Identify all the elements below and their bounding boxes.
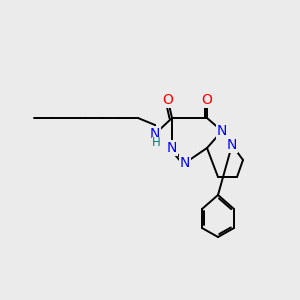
Text: O: O [202, 93, 212, 107]
Text: N: N [167, 141, 177, 155]
Text: N: N [227, 138, 237, 152]
Text: N: N [217, 124, 227, 138]
Text: O: O [163, 93, 173, 107]
Text: H: H [152, 136, 160, 149]
Text: N: N [180, 156, 190, 170]
Text: N: N [150, 127, 160, 141]
